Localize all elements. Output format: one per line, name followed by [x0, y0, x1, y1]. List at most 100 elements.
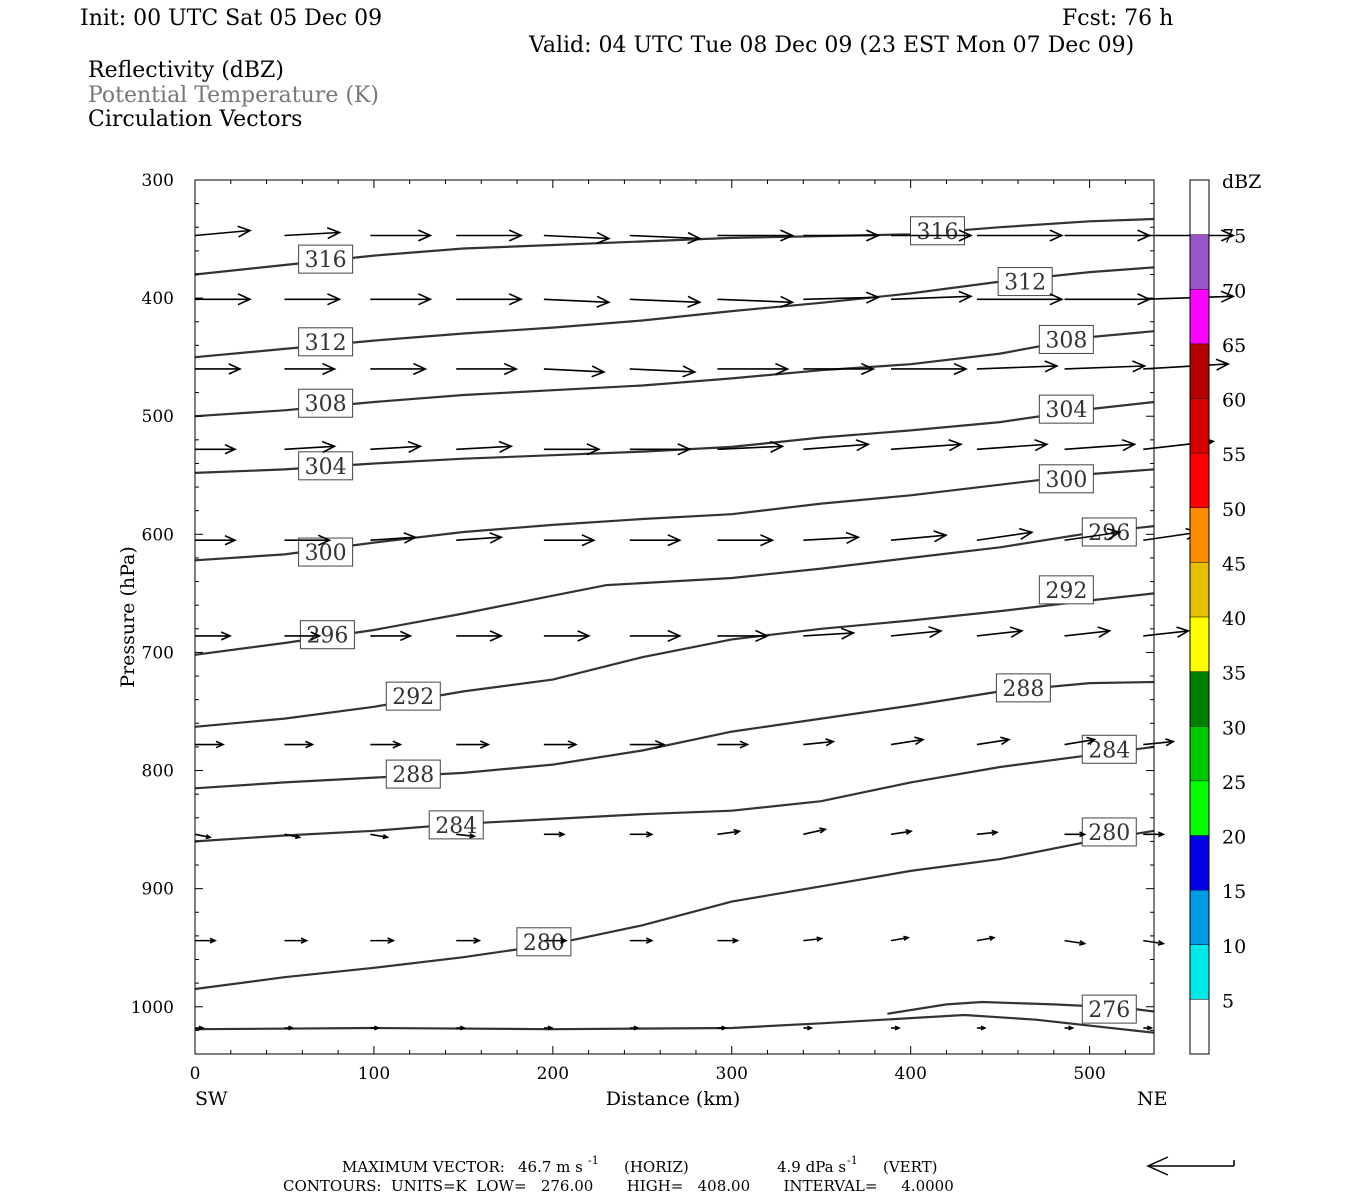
axes: 0 100 200 300 400 500 300 400 500 600 700 800 900 100… — [131, 171, 1154, 1084]
circulation-vector — [717, 534, 775, 547]
circulation-vector — [1064, 439, 1137, 452]
circulation-vector — [1064, 229, 1152, 242]
circulation-vector — [370, 833, 390, 840]
circulation-vector — [890, 1025, 901, 1031]
colorbar-segment — [1190, 562, 1209, 617]
contour-label: 288 — [392, 763, 434, 788]
circulation-vector — [370, 937, 396, 944]
circulation-vector — [890, 625, 943, 639]
circulation-vector — [1143, 939, 1166, 946]
circulation-vector — [195, 444, 237, 455]
circulation-vector — [194, 833, 212, 840]
circulation-vector — [1143, 831, 1166, 838]
circulation-vector — [1143, 626, 1191, 638]
circulation-vector — [284, 833, 302, 840]
colorbar-label: 30 — [1222, 717, 1246, 739]
legend-circulation-vectors: Circulation Vectors — [88, 107, 302, 132]
circulation-vector — [629, 1025, 640, 1031]
y-tick-label: 1000 — [131, 998, 174, 1018]
colorbar-segment — [1190, 289, 1209, 344]
theta-contour-292 — [194, 592, 1155, 728]
contour-label-box — [298, 388, 354, 418]
circulation-vector — [456, 229, 524, 242]
y-tick-label: 500 — [142, 407, 174, 427]
x-tick-label: 500 — [1073, 1064, 1105, 1084]
circulation-vector — [717, 229, 795, 242]
x-right-label: NE — [1137, 1088, 1168, 1110]
circulation-vector — [890, 290, 973, 303]
circulation-vector — [284, 293, 342, 306]
circulation-vector — [1064, 626, 1112, 638]
circulation-vector — [543, 365, 606, 378]
circulation-vector — [803, 827, 828, 836]
colorbar-label: 60 — [1222, 390, 1246, 412]
circulation-vector — [370, 440, 423, 454]
circulation-vector — [890, 229, 973, 242]
colorbar-segment — [1190, 780, 1209, 836]
circulation-vector — [803, 229, 881, 242]
contour-label: 292 — [392, 685, 434, 710]
init-time: Init: 00 UTC Sat 05 Dec 09 — [80, 6, 382, 31]
circulation-vector — [629, 231, 702, 245]
circulation-vector — [284, 362, 337, 376]
colorbar-segment — [1190, 726, 1209, 781]
colorbar-label: 35 — [1222, 663, 1246, 685]
circulation-vector — [629, 740, 666, 750]
contour-label: 300 — [305, 541, 347, 566]
reflectivity-colorbar: 5 10 15 20 25 30 35 40 45 50 55 60 65 70 75 — [1189, 179, 1246, 1055]
circulation-vector — [195, 363, 242, 375]
circulation-vector — [976, 360, 1059, 373]
circulation-vector — [456, 740, 491, 749]
circulation-vector — [629, 443, 692, 456]
contour-label-box — [1081, 994, 1137, 1024]
contour-label-box — [298, 327, 354, 357]
circulation-vector — [717, 629, 770, 643]
colorbar-segment — [1190, 234, 1209, 290]
contour-label: 292 — [1045, 579, 1087, 604]
colorbar-label: 65 — [1222, 335, 1246, 357]
contour-label: 280 — [1088, 821, 1130, 846]
contour-info: CONTOURS: UNITS=K LOW= 276.00 HIGH= 408.… — [283, 1177, 954, 1195]
colorbar-segment — [1190, 343, 1209, 399]
x-tick-label: 0 — [190, 1064, 201, 1084]
circulation-vector — [717, 362, 790, 376]
circulation-vector — [456, 937, 482, 944]
contour-label-box — [1081, 817, 1137, 847]
x-tick-label: 400 — [894, 1064, 926, 1084]
circulation-vector — [284, 440, 337, 454]
circulation-vector — [370, 532, 418, 544]
circulation-vector — [717, 828, 742, 836]
circulation-vector — [629, 534, 682, 547]
contour-label: 316 — [917, 220, 959, 245]
colorbar-segment — [1190, 671, 1209, 727]
circulation-vector — [890, 530, 948, 543]
circulation-vector — [195, 631, 232, 641]
valid-time: Valid: 04 UTC Tue 08 Dec 09 (23 EST Mon … — [528, 33, 1134, 58]
colorbar-segment — [1190, 835, 1209, 891]
contour-label: 308 — [305, 392, 347, 417]
contour-label: 300 — [1045, 468, 1087, 493]
contour-label-box — [910, 216, 966, 246]
colorbar-segment — [1190, 453, 1209, 508]
theta-contour-284 — [194, 745, 1155, 843]
circulation-vector — [976, 935, 996, 942]
circulation-vector — [629, 937, 654, 944]
contour-label: 276 — [1088, 998, 1130, 1023]
y-tick-label: 400 — [142, 289, 174, 309]
contour-label: 316 — [305, 248, 347, 273]
colorbar-segment — [1190, 180, 1209, 235]
legend-potential-temperature: Potential Temperature (K) — [88, 83, 379, 108]
contour-label: 308 — [1045, 328, 1087, 353]
colorbar-label: 75 — [1222, 226, 1246, 248]
circulation-vector — [195, 937, 217, 944]
colorbar-label: 45 — [1222, 553, 1246, 575]
y-tick-label: 800 — [142, 762, 174, 782]
contour-label: 288 — [1002, 677, 1044, 702]
colorbar-label: 5 — [1222, 990, 1234, 1012]
circulation-vector — [890, 935, 910, 942]
circulation-vector — [629, 365, 697, 378]
contour-label: 304 — [305, 455, 347, 480]
circulation-vector — [803, 439, 871, 452]
theta-contour-300 — [194, 468, 1155, 562]
contour-label-box — [1038, 394, 1094, 424]
